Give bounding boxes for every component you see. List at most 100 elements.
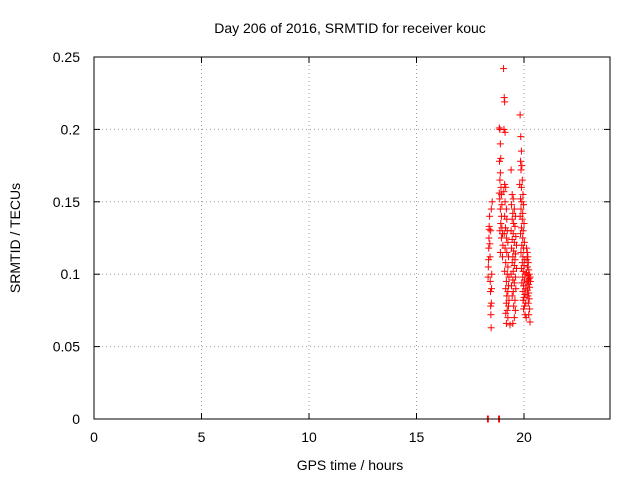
y-tick-label-5: 0.25 [53, 49, 80, 65]
data-point [510, 247, 518, 255]
data-point [512, 233, 520, 241]
data-point [484, 263, 492, 271]
data-point [509, 288, 517, 296]
plot-frame [93, 56, 611, 420]
data-point [508, 191, 516, 199]
data-point [503, 248, 511, 256]
data-point [501, 128, 509, 136]
y-tick-label-1: 0.05 [53, 339, 80, 355]
data-point [496, 205, 504, 213]
x-tick-label-1: 5 [198, 429, 206, 445]
data-point [500, 188, 508, 196]
data-point [497, 220, 505, 228]
data-point [509, 319, 517, 327]
data-point [500, 65, 508, 73]
grid [94, 57, 610, 419]
data-point [504, 238, 512, 246]
data-point [485, 244, 493, 252]
x-tick-label-4: 20 [516, 429, 532, 445]
data-point [524, 259, 532, 267]
data-point [517, 248, 525, 256]
data-point [487, 311, 495, 319]
data-point [485, 234, 493, 242]
data-point [518, 241, 526, 249]
data-point [510, 220, 518, 228]
data-point [523, 279, 531, 287]
x-axis-label: GPS time / hours [297, 457, 404, 473]
data-point [496, 169, 504, 177]
x-tick-label-0: 0 [90, 429, 98, 445]
data-point [525, 311, 533, 319]
data-point [502, 234, 510, 242]
data-point [487, 302, 495, 310]
data-point [520, 302, 528, 310]
data-point [486, 277, 494, 285]
data-point [502, 319, 510, 327]
data-point [495, 124, 503, 132]
data-point [517, 230, 525, 238]
data-point [507, 270, 515, 278]
data-point [484, 273, 492, 281]
data-point [510, 302, 518, 310]
data-point [524, 299, 532, 307]
data-point [486, 212, 494, 220]
data-point [517, 166, 525, 174]
data-point [496, 140, 504, 148]
data-point [496, 248, 504, 256]
data-point [502, 259, 510, 267]
data-point [518, 215, 526, 223]
data-point [511, 296, 519, 304]
data-point [500, 125, 508, 133]
data-point [502, 205, 510, 213]
data-point [519, 191, 527, 199]
data-point [526, 305, 534, 313]
data-point [511, 222, 519, 230]
data-point [507, 166, 515, 174]
data-point [500, 230, 508, 238]
data-point [496, 176, 504, 184]
data-point [520, 201, 528, 209]
data-point [486, 288, 494, 296]
data-point [517, 147, 525, 155]
data-point [502, 277, 510, 285]
data-point [524, 292, 532, 300]
data-point [510, 314, 518, 322]
data-point [516, 180, 524, 188]
data-point [501, 98, 509, 106]
data-point [523, 263, 531, 271]
data-point [520, 220, 528, 228]
data-point [504, 314, 512, 322]
data-point [520, 293, 528, 301]
data-point [525, 270, 533, 278]
data-point [503, 306, 511, 314]
data-point [485, 256, 493, 264]
data-point [525, 295, 533, 303]
data-point [520, 305, 528, 313]
y-axis-label: SRMTID / TECUs [7, 183, 23, 293]
data-point [517, 205, 525, 213]
data-point [498, 201, 506, 209]
y-tick-label-4: 0.2 [61, 121, 81, 137]
data-point [518, 176, 526, 184]
data-point [509, 276, 517, 284]
data-point [501, 244, 509, 252]
data-point [517, 133, 525, 141]
data-point [508, 282, 516, 290]
data-point [526, 277, 534, 285]
data-point [511, 306, 519, 314]
data-point [510, 205, 518, 213]
data-point [517, 195, 525, 203]
data-point [518, 198, 526, 206]
data-point [518, 162, 526, 170]
data-point [485, 222, 493, 230]
data-point [508, 292, 516, 300]
data-point [508, 201, 516, 209]
data-points [483, 65, 534, 423]
data-point [509, 195, 517, 203]
x-tick-label-3: 15 [409, 429, 425, 445]
data-point [523, 248, 531, 256]
data-point [487, 205, 495, 213]
data-point [496, 195, 504, 203]
data-point [501, 198, 509, 206]
